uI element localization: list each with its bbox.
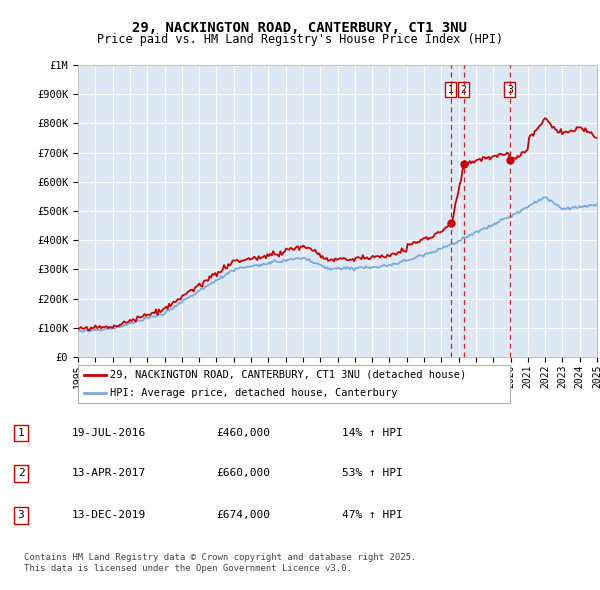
Text: £660,000: £660,000 xyxy=(216,468,270,478)
Text: £460,000: £460,000 xyxy=(216,428,270,438)
Text: Price paid vs. HM Land Registry's House Price Index (HPI): Price paid vs. HM Land Registry's House … xyxy=(97,33,503,46)
Text: 29, NACKINGTON ROAD, CANTERBURY, CT1 3NU (detached house): 29, NACKINGTON ROAD, CANTERBURY, CT1 3NU… xyxy=(110,370,467,380)
Text: Contains HM Land Registry data © Crown copyright and database right 2025.
This d: Contains HM Land Registry data © Crown c… xyxy=(24,553,416,573)
Text: 3: 3 xyxy=(507,85,513,95)
Text: 13-APR-2017: 13-APR-2017 xyxy=(72,468,146,478)
Text: 1: 1 xyxy=(448,85,454,95)
Text: 2: 2 xyxy=(17,468,25,478)
Point xyxy=(459,159,469,169)
Text: HPI: Average price, detached house, Canterbury: HPI: Average price, detached house, Cant… xyxy=(110,388,398,398)
Text: 2: 2 xyxy=(461,85,467,95)
Point xyxy=(505,155,515,165)
Text: 14% ↑ HPI: 14% ↑ HPI xyxy=(342,428,403,438)
Text: 1: 1 xyxy=(17,428,25,438)
Point xyxy=(446,218,455,227)
Text: 53% ↑ HPI: 53% ↑ HPI xyxy=(342,468,403,478)
Text: 3: 3 xyxy=(17,510,25,520)
Text: 13-DEC-2019: 13-DEC-2019 xyxy=(72,510,146,520)
Text: 29, NACKINGTON ROAD, CANTERBURY, CT1 3NU: 29, NACKINGTON ROAD, CANTERBURY, CT1 3NU xyxy=(133,21,467,35)
Text: £674,000: £674,000 xyxy=(216,510,270,520)
Text: 19-JUL-2016: 19-JUL-2016 xyxy=(72,428,146,438)
Text: 47% ↑ HPI: 47% ↑ HPI xyxy=(342,510,403,520)
